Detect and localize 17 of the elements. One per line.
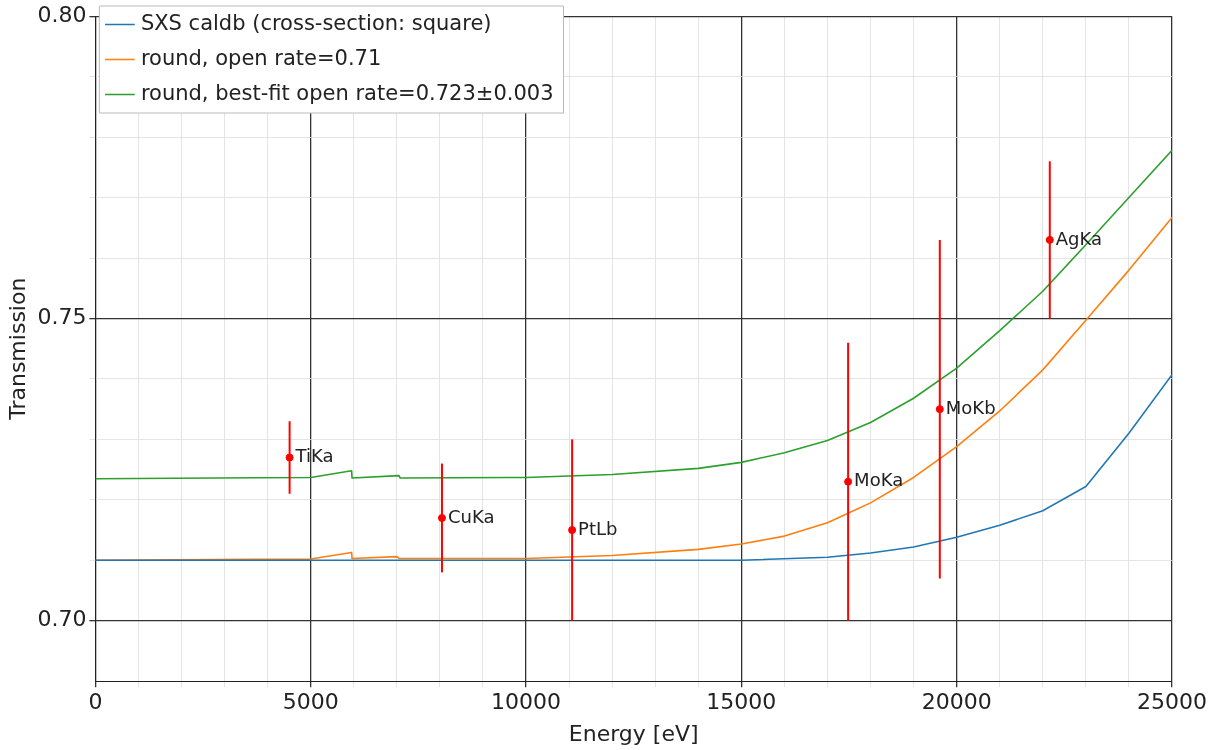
x-tick-label: 0	[88, 689, 103, 715]
annotation: PtLb	[578, 517, 618, 539]
annotation: CuKa	[447, 505, 495, 527]
x-tick-label: 20000	[921, 689, 992, 715]
x-tick-label: 5000	[282, 689, 339, 715]
x-tick-label: 15000	[706, 689, 777, 715]
legend-label: round, open rate=0.71	[140, 45, 382, 70]
y-tick-label: 0.80	[37, 1, 87, 27]
legend-label: round, best-fit open rate=0.723±0.003	[140, 80, 554, 105]
x-tick-label: 10000	[491, 689, 562, 715]
legend-label: SXS caldb (cross-section: square)	[140, 10, 492, 35]
y-tick-label: 0.70	[37, 606, 87, 632]
y-tick-label: 0.75	[37, 304, 87, 330]
y-axis-title: Transmission	[4, 277, 30, 421]
annotation: MoKa	[854, 469, 904, 491]
x-tick-label: 25000	[1137, 689, 1207, 715]
x-axis-title: Energy [eV]	[568, 720, 699, 746]
